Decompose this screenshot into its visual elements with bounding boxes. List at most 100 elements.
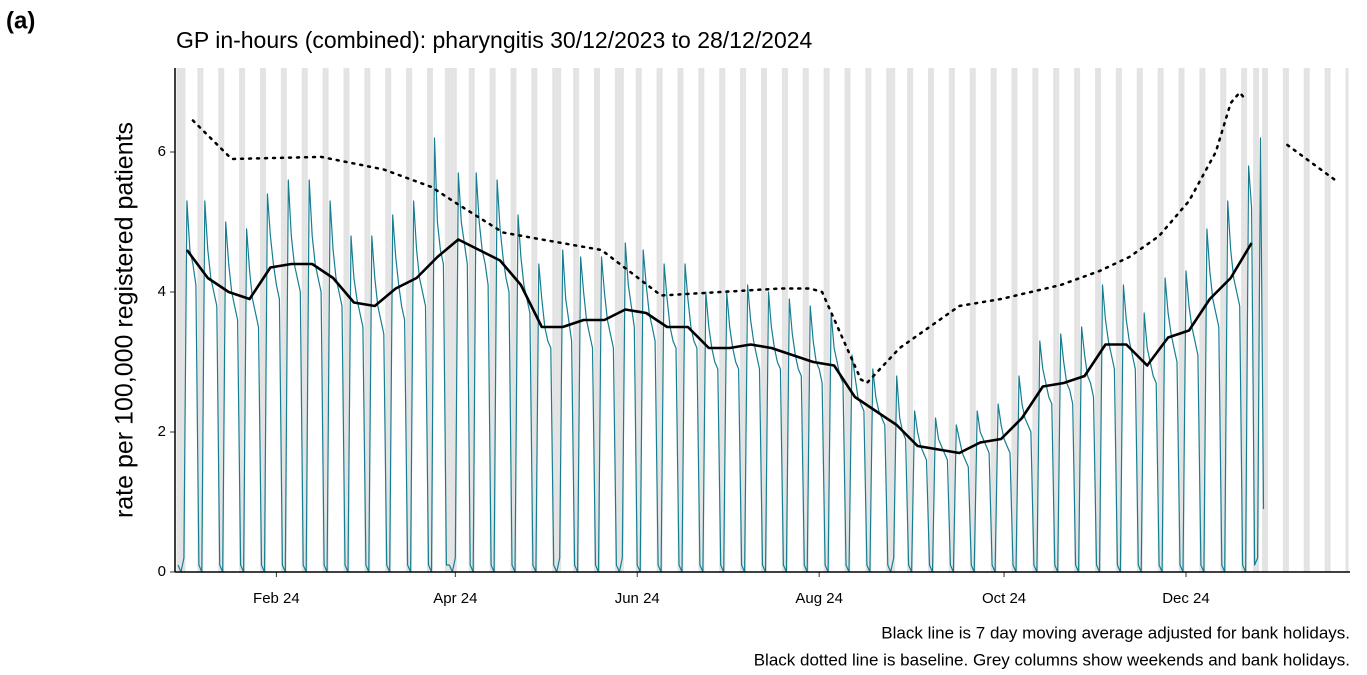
y-tick-label: 2 xyxy=(158,423,166,440)
weekend-column xyxy=(659,68,663,572)
weekend-column xyxy=(719,68,723,572)
weekend-column xyxy=(367,68,371,572)
weekend-column xyxy=(283,68,287,572)
weekend-column xyxy=(1282,68,1286,572)
weekend-column xyxy=(304,68,308,572)
series-line xyxy=(191,91,1337,385)
weekend-column xyxy=(200,68,204,572)
weekend-column xyxy=(635,68,639,572)
weekend-column xyxy=(1202,68,1206,572)
weekend-column xyxy=(1265,68,1268,572)
weekend-column xyxy=(1303,68,1307,572)
weekend-column xyxy=(409,68,413,572)
weekend-column xyxy=(1118,68,1122,572)
weekend-column xyxy=(972,68,976,572)
weekend-column xyxy=(1074,68,1078,572)
weekend-column xyxy=(847,68,851,572)
weekend-column xyxy=(555,68,559,572)
weekend-column xyxy=(1095,68,1099,572)
weekend-column xyxy=(823,68,827,572)
weekend-column xyxy=(1253,68,1257,572)
weekend-column xyxy=(889,68,893,572)
weekend-column xyxy=(1011,68,1015,572)
weekend-column xyxy=(781,68,785,572)
weekend-column xyxy=(907,68,911,572)
weekend-column xyxy=(865,68,869,572)
weekend-column xyxy=(617,68,621,572)
weekend-column xyxy=(1139,68,1143,572)
weekend-column xyxy=(620,68,624,572)
weekend-column xyxy=(930,68,934,572)
weekend-column xyxy=(242,68,246,572)
weekend-column xyxy=(259,68,263,572)
weekend-column xyxy=(346,68,350,572)
weekend-column xyxy=(784,68,788,572)
weekend-column xyxy=(492,68,496,572)
weekend-column xyxy=(892,68,896,572)
weekend-column xyxy=(740,68,744,572)
weekend-column xyxy=(221,68,225,572)
weekend-column xyxy=(1053,68,1057,572)
weekend-column xyxy=(1223,68,1227,572)
weekend-column xyxy=(1157,68,1161,572)
weekend-column xyxy=(743,68,747,572)
weekend-column xyxy=(1220,68,1224,572)
x-tick-label: Jun 24 xyxy=(615,590,660,607)
series-line xyxy=(185,238,1253,455)
weekend-column xyxy=(1327,68,1331,572)
weekend-column xyxy=(489,68,493,572)
weekend-column xyxy=(558,68,562,572)
weekend-column xyxy=(993,68,997,572)
weekend-column xyxy=(638,68,642,572)
weekend-column xyxy=(280,68,284,572)
weekend-column xyxy=(1098,68,1101,572)
weekend-column xyxy=(343,68,347,572)
weekend-column xyxy=(868,68,872,572)
weekend-column xyxy=(573,68,577,572)
weekend-column xyxy=(176,68,180,572)
note: Black dotted line is baseline. Grey colu… xyxy=(754,650,1350,669)
weekend-column xyxy=(510,68,514,572)
weekend-column xyxy=(325,68,329,572)
weekend-column xyxy=(928,68,931,572)
weekend-column xyxy=(513,68,517,572)
weekend-column xyxy=(826,68,830,572)
weekend-column xyxy=(450,68,454,572)
weekend-column xyxy=(182,68,186,572)
weekend-column xyxy=(552,68,556,572)
weekend-column xyxy=(429,68,433,572)
weekend-column xyxy=(426,68,430,572)
weekend-column xyxy=(444,68,448,572)
weekend-column xyxy=(576,68,580,572)
weekend-column xyxy=(218,68,222,572)
weekend-column xyxy=(1160,68,1164,572)
weekend-column xyxy=(763,68,767,572)
series-line xyxy=(177,137,1265,573)
weekend-column xyxy=(1345,68,1349,572)
weekend-column xyxy=(1056,68,1060,572)
weekend-column xyxy=(239,68,243,572)
note: Black line is 7 day moving average adjus… xyxy=(881,623,1350,642)
weekend-column xyxy=(802,68,806,572)
weekend-column xyxy=(179,68,183,572)
weekend-column xyxy=(468,68,472,572)
weekend-column xyxy=(948,68,952,572)
weekend-column xyxy=(364,68,368,572)
weekend-column xyxy=(1241,68,1245,572)
weekend-column xyxy=(886,68,890,572)
weekend-column xyxy=(1077,68,1081,572)
weekend-column xyxy=(1035,68,1039,572)
x-tick-label: Oct 24 xyxy=(982,590,1026,607)
weekend-column xyxy=(531,68,535,572)
weekend-column xyxy=(322,68,326,572)
weekend-column xyxy=(614,68,618,572)
x-tick-label: Aug 24 xyxy=(795,590,843,607)
weekend-column xyxy=(969,68,973,572)
weekend-column xyxy=(990,68,994,572)
weekend-column xyxy=(1181,68,1185,572)
weekend-column xyxy=(1244,68,1248,572)
y-tick-label: 0 xyxy=(158,563,166,580)
y-axis-label: rate per 100,000 registered patients xyxy=(111,122,139,518)
weekend-column xyxy=(951,68,955,572)
